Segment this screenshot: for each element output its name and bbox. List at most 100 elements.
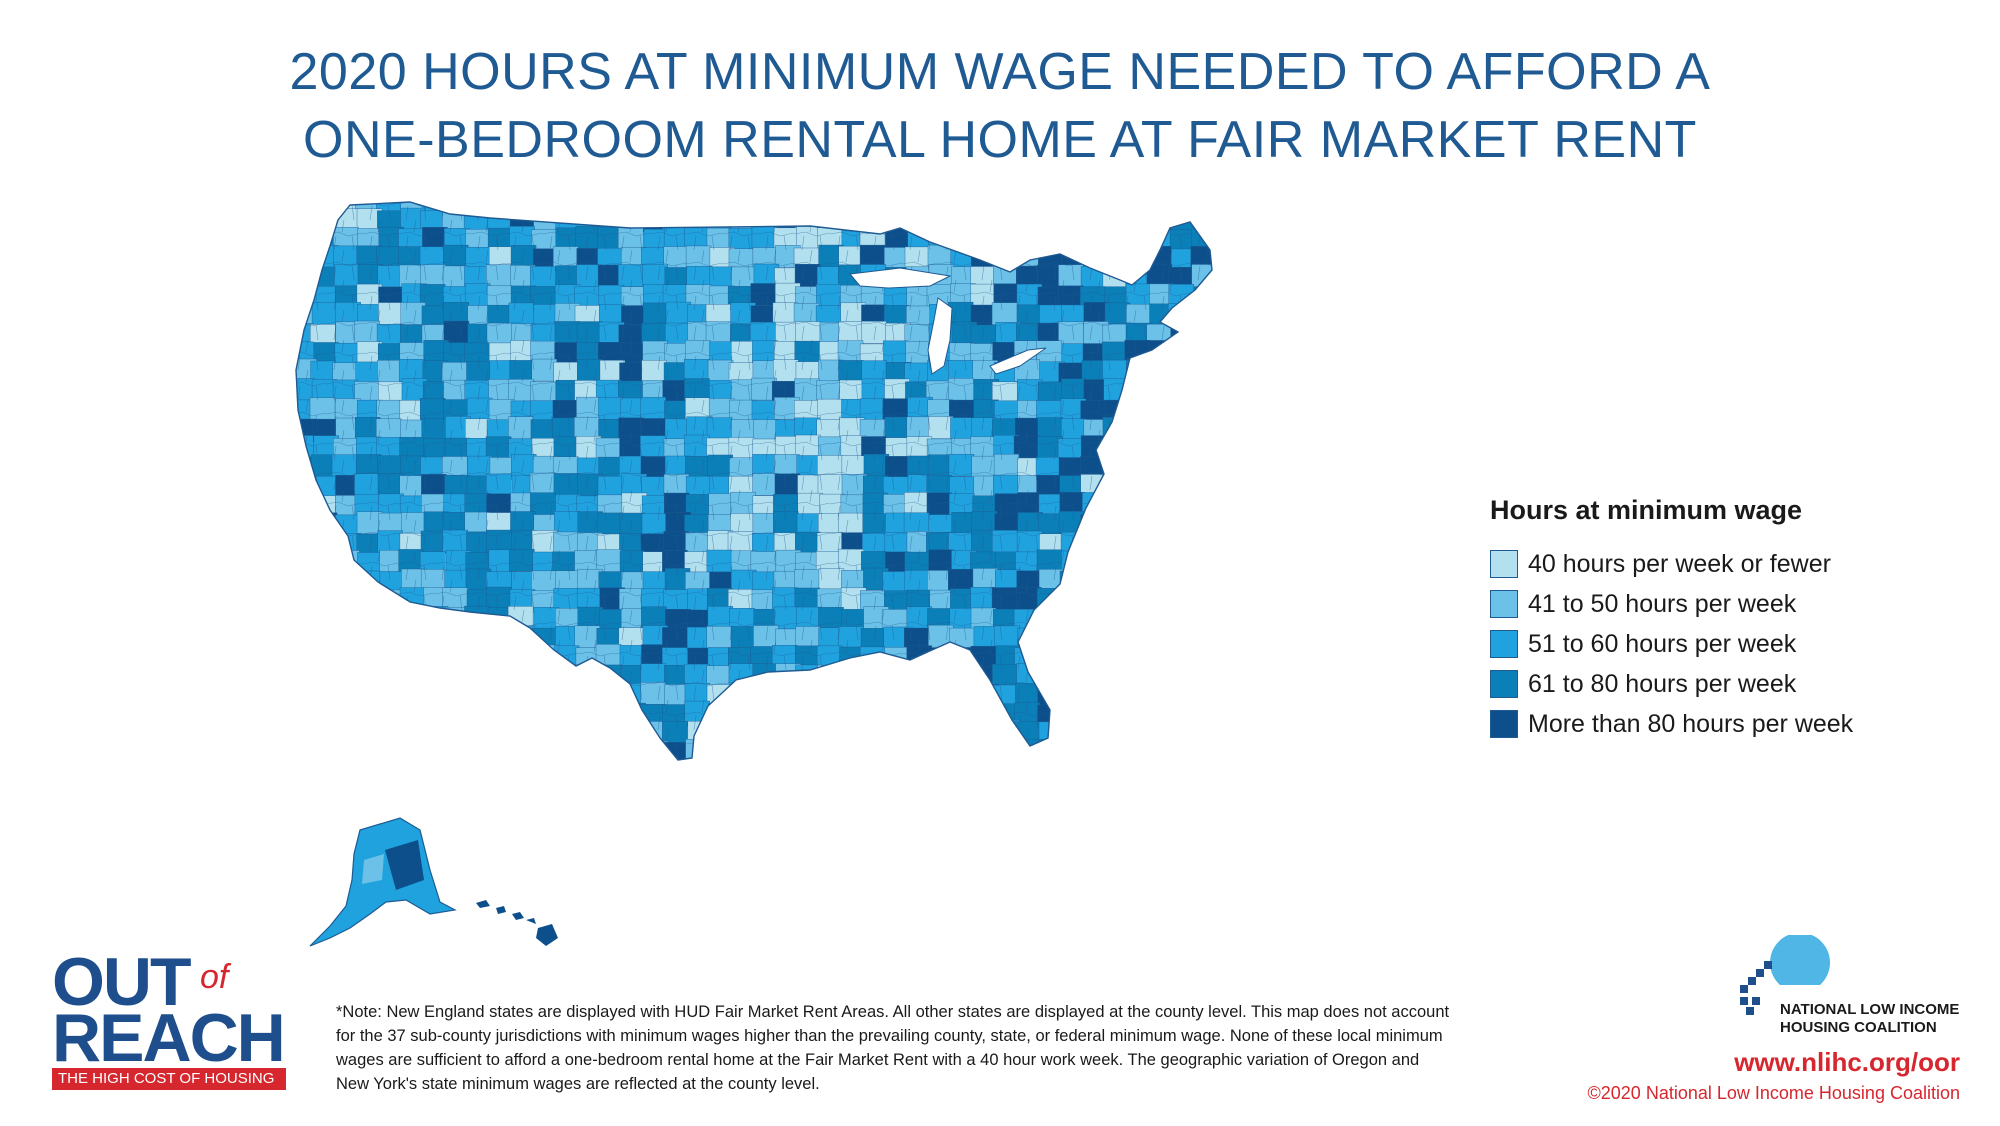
county-cell xyxy=(840,684,866,707)
county-cell xyxy=(1081,701,1107,724)
county-cell xyxy=(1215,609,1240,631)
legend-swatch xyxy=(1490,590,1518,618)
county-cell xyxy=(1126,570,1152,594)
county-cell xyxy=(444,703,470,727)
county-cell xyxy=(775,781,800,803)
legend-swatch xyxy=(1490,630,1518,658)
county-cell xyxy=(420,721,446,745)
county-cell xyxy=(1170,645,1196,668)
county-cell xyxy=(296,644,315,667)
county-cell xyxy=(1039,779,1064,801)
county-cell xyxy=(532,721,559,744)
county-cell xyxy=(401,758,427,760)
county-cell xyxy=(1213,513,1238,535)
county-cell xyxy=(399,703,426,726)
county-cell xyxy=(400,739,426,760)
county-cell xyxy=(313,758,340,760)
county-cell xyxy=(816,720,843,743)
county-cell xyxy=(751,202,777,214)
county-cell xyxy=(1125,437,1151,460)
county-cell xyxy=(332,569,359,593)
county-cell xyxy=(1191,720,1212,744)
county-cell xyxy=(1147,587,1174,610)
county-cell xyxy=(949,202,975,213)
county-cell xyxy=(750,701,777,725)
county-cell xyxy=(334,721,361,744)
county-cell xyxy=(904,720,931,743)
county-cell xyxy=(927,723,953,746)
county-cell xyxy=(489,721,515,744)
county-cell xyxy=(296,758,316,760)
lake-superior xyxy=(849,267,952,289)
county-cell xyxy=(1168,453,1194,477)
county-cell xyxy=(1147,494,1173,517)
county-cell xyxy=(1170,360,1196,383)
county-cell xyxy=(442,662,468,686)
county-cell xyxy=(708,703,734,726)
nlihc-logo-icon xyxy=(1740,935,1830,1015)
county-cell xyxy=(1192,625,1212,648)
lake-michigan xyxy=(927,297,953,375)
county-cell xyxy=(1105,456,1131,479)
county-cell xyxy=(950,778,975,800)
county-cell xyxy=(1060,662,1086,686)
county-cell xyxy=(994,225,1021,249)
county-cell xyxy=(488,762,513,784)
county-cell xyxy=(445,740,471,760)
county-cell xyxy=(1214,723,1239,745)
county-cell xyxy=(1126,493,1152,517)
county-cell xyxy=(1125,248,1151,271)
legend-item: 51 to 60 hours per week xyxy=(1490,624,1970,664)
county-cell xyxy=(1080,514,1106,537)
county-cell xyxy=(599,739,625,760)
county-cell xyxy=(862,202,888,213)
alaska xyxy=(309,817,457,947)
county-cell xyxy=(1060,627,1087,650)
legend-swatch xyxy=(1490,710,1518,738)
county-cell xyxy=(883,682,909,705)
org-name-line-1: NATIONAL LOW INCOME xyxy=(1780,1001,1960,1018)
org-url-link[interactable]: www.nlihc.org/oor xyxy=(1734,1047,1960,1077)
county-cell xyxy=(1215,495,1240,517)
county-cell xyxy=(1059,758,1085,760)
county-cell xyxy=(885,740,911,760)
title-line-2: ONE-BEDROOM RENTAL HOME AT FAIR MARKET R… xyxy=(303,111,1697,169)
county-cell xyxy=(750,722,776,745)
county-cell xyxy=(1214,285,1239,307)
county-cell xyxy=(1147,473,1173,497)
county-cell xyxy=(489,779,514,801)
county-cell xyxy=(995,202,1021,213)
county-cell xyxy=(994,244,1021,268)
county-cell xyxy=(1213,229,1238,251)
county-cell xyxy=(574,721,601,745)
county-cell xyxy=(641,202,667,214)
county-cell xyxy=(972,226,998,249)
county-cell xyxy=(730,780,755,802)
county-cell xyxy=(296,590,315,613)
county-cell xyxy=(486,685,512,708)
county-cell xyxy=(1214,436,1239,458)
county-cell xyxy=(1213,191,1238,213)
hawaii xyxy=(476,900,558,946)
county-cell xyxy=(1017,779,1042,801)
county-cell xyxy=(311,586,338,610)
county-cell xyxy=(533,685,559,708)
logo-of: of xyxy=(200,958,229,996)
county-cell xyxy=(773,202,799,212)
county-cell xyxy=(1215,455,1240,477)
county-cell xyxy=(1082,761,1107,783)
county-cell xyxy=(773,704,799,728)
county-cell xyxy=(1190,685,1212,709)
county-cell xyxy=(575,202,601,212)
county-cell xyxy=(1149,608,1175,631)
county-cell xyxy=(296,493,316,516)
county-cell xyxy=(466,702,492,726)
county-cell xyxy=(357,682,383,706)
county-cell xyxy=(1037,739,1064,760)
county-cell xyxy=(773,683,799,706)
county-cell xyxy=(907,778,932,800)
county-cell xyxy=(1060,645,1086,668)
county-cell xyxy=(1167,435,1194,459)
county-cell xyxy=(751,684,777,708)
county-cell xyxy=(1192,437,1212,460)
